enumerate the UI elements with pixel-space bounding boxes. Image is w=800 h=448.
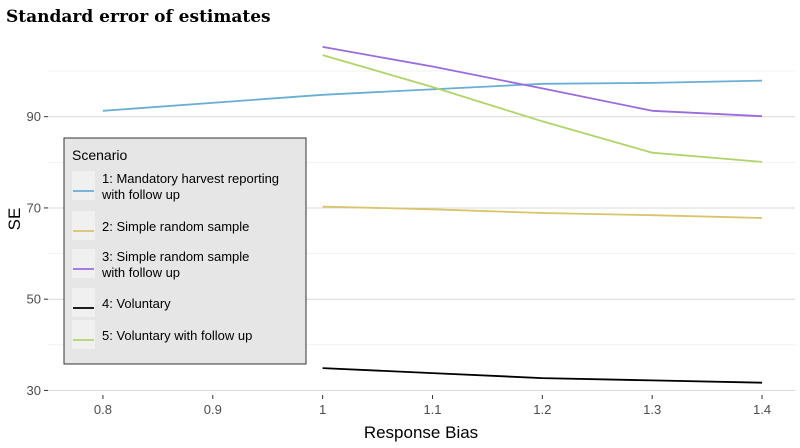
- legend-key-bg: [72, 249, 95, 278]
- x-tick-label: 1.4: [753, 402, 771, 417]
- legend-label: with follow up: [101, 265, 180, 280]
- series-line-5: [322, 54, 763, 163]
- y-tick-label: 90: [27, 109, 41, 124]
- series-line-2: [322, 205, 763, 219]
- y-tick-label: 70: [27, 200, 41, 215]
- series-lines: [102, 46, 763, 384]
- chart-title: Standard error of estimates: [6, 7, 271, 27]
- x-tick-label: 0.9: [204, 402, 222, 417]
- y-axis-ticks: 30 50 70 90: [27, 109, 48, 398]
- x-tick-label: 1.2: [533, 402, 551, 417]
- legend-key-bg: [72, 211, 95, 240]
- legend-box: [63, 137, 307, 365]
- legend-title: Scenario: [72, 147, 127, 163]
- legend-label: 1: Mandatory harvest reporting: [102, 171, 279, 186]
- series-line-3: [322, 46, 763, 118]
- x-tick-label: 1: [319, 402, 326, 417]
- legend-key-bg: [72, 320, 95, 349]
- y-axis-title: SE: [5, 208, 24, 231]
- legend: Scenario 1: Mandatory harvest reportingw…: [63, 137, 307, 365]
- y-tick-label: 30: [27, 383, 41, 398]
- x-tick-label: 0.8: [94, 402, 112, 417]
- x-axis-title: Response Bias: [364, 423, 478, 442]
- legend-key-bg: [72, 171, 95, 200]
- x-tick-label: 1.3: [643, 402, 661, 417]
- legend-label: 4: Voluntary: [102, 296, 171, 311]
- x-axis-ticks: 0.8 0.9 1 1.1 1.2 1.3 1.4: [94, 395, 771, 417]
- series-line-4: [322, 367, 763, 384]
- legend-label: 3: Simple random sample: [102, 249, 249, 264]
- legend-label: 5: Voluntary with follow up: [102, 328, 252, 343]
- y-tick-label: 50: [27, 292, 41, 307]
- series-line-1: [102, 79, 763, 112]
- legend-label: with follow up: [101, 187, 180, 202]
- legend-label: 2: Simple random sample: [102, 219, 249, 234]
- legend-key-bg: [72, 288, 95, 317]
- x-tick-label: 1.1: [423, 402, 441, 417]
